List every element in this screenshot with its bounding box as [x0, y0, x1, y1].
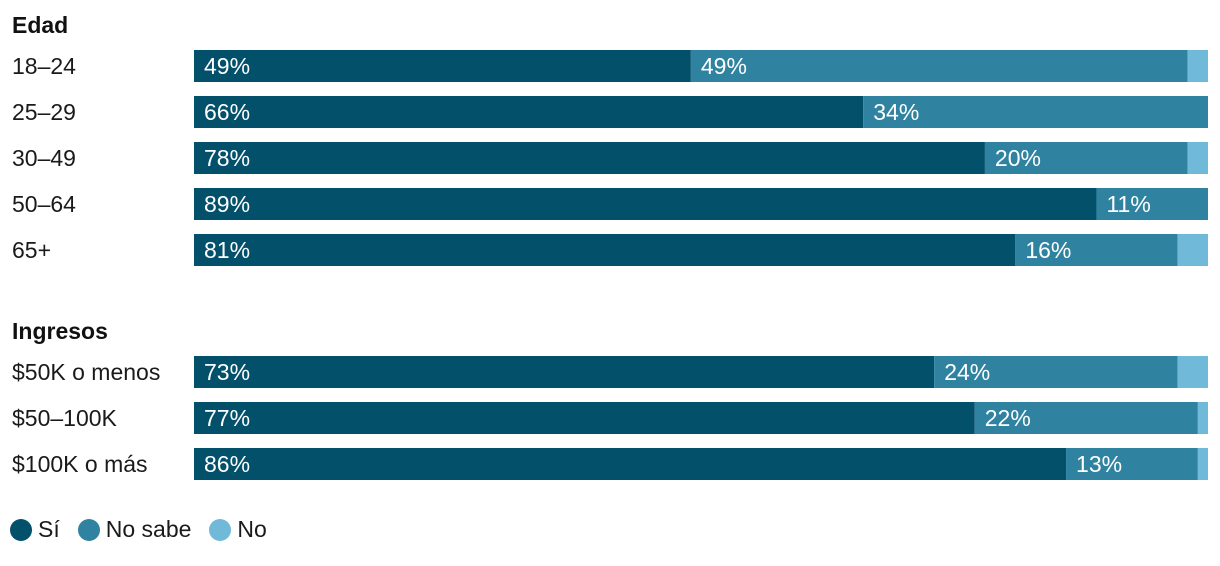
bar-value-label: 11%: [1106, 191, 1150, 217]
legend-label-si: Sí: [38, 516, 60, 542]
bar-segment-no-sabe: [974, 402, 1198, 434]
bar-segment-no-sabe: [1096, 188, 1208, 220]
bar-segment-no: [1197, 402, 1208, 434]
legend-swatch-no: [209, 518, 232, 541]
bar-segment-no: [1177, 356, 1208, 388]
bar-segment-si: [194, 234, 1016, 266]
row-label: 30–49: [12, 145, 76, 171]
row-label: 18–24: [12, 53, 76, 79]
bar-segment-si: [194, 188, 1097, 220]
bar-value-label: 34%: [873, 99, 919, 125]
legend-label-no: No: [237, 516, 267, 542]
legend-swatch-no-sabe: [77, 518, 100, 541]
bar-value-label: 16%: [1025, 237, 1071, 263]
bar-segment-no-sabe: [984, 142, 1188, 174]
group-heading-1: Ingresos: [12, 318, 108, 344]
bar-segment-no: [1187, 142, 1208, 174]
row-label: 50–64: [12, 191, 76, 217]
bar-value-label: 13%: [1076, 451, 1122, 477]
bar-segment-si: [194, 96, 864, 128]
bar-segment-no-sabe: [934, 356, 1178, 388]
group-heading-0: Edad: [12, 12, 68, 38]
legend-swatch-si: [10, 518, 32, 541]
bar-segment-no-sabe: [863, 96, 1208, 128]
bar-value-label: 86%: [204, 451, 250, 477]
bar-segment-si: [194, 50, 691, 82]
row-label: 25–29: [12, 99, 76, 125]
bar-value-label: 49%: [701, 53, 747, 79]
bar-value-label: 77%: [204, 405, 250, 431]
bar-value-label: 73%: [204, 359, 250, 385]
bar-segment-si: [194, 356, 935, 388]
bar-segment-no-sabe: [1015, 234, 1178, 266]
bar-value-label: 89%: [204, 191, 250, 217]
bar-segment-si: [194, 402, 975, 434]
legend-label-no-sabe: No sabe: [105, 516, 192, 542]
bar-segment-no-sabe: [1066, 448, 1198, 480]
bar-value-label: 20%: [995, 145, 1041, 171]
bar-segment-si: [194, 142, 985, 174]
legend-item-si: Sí: [10, 516, 60, 543]
bar-value-label: 81%: [204, 237, 250, 263]
bar-segment-no: [1187, 50, 1208, 82]
bar-value-label: 49%: [204, 53, 250, 79]
row-label: $50–100K: [12, 405, 118, 431]
legend-item-no-sabe: No sabe: [77, 516, 192, 543]
legend: Sí No sabe No: [10, 516, 285, 543]
legend-item-no: No: [209, 516, 267, 543]
bar-value-label: 24%: [944, 359, 990, 385]
bar-segment-si: [194, 448, 1067, 480]
bar-value-label: 66%: [204, 99, 250, 125]
row-label: 65+: [12, 237, 51, 263]
row-label: $100K o más: [12, 451, 148, 477]
bar-value-label: 78%: [204, 145, 250, 171]
bar-segment-no: [1177, 234, 1208, 266]
stacked-bar-chart: Edad 18–24 49% 49% 25–29 66% 34% 30–49 78% 20% 50–…: [12, 12, 1208, 480]
bar-value-label: 22%: [985, 405, 1031, 431]
bar-segment-no: [1197, 448, 1208, 480]
row-label: $50K o menos: [12, 359, 160, 385]
bar-segment-no-sabe: [690, 50, 1188, 82]
